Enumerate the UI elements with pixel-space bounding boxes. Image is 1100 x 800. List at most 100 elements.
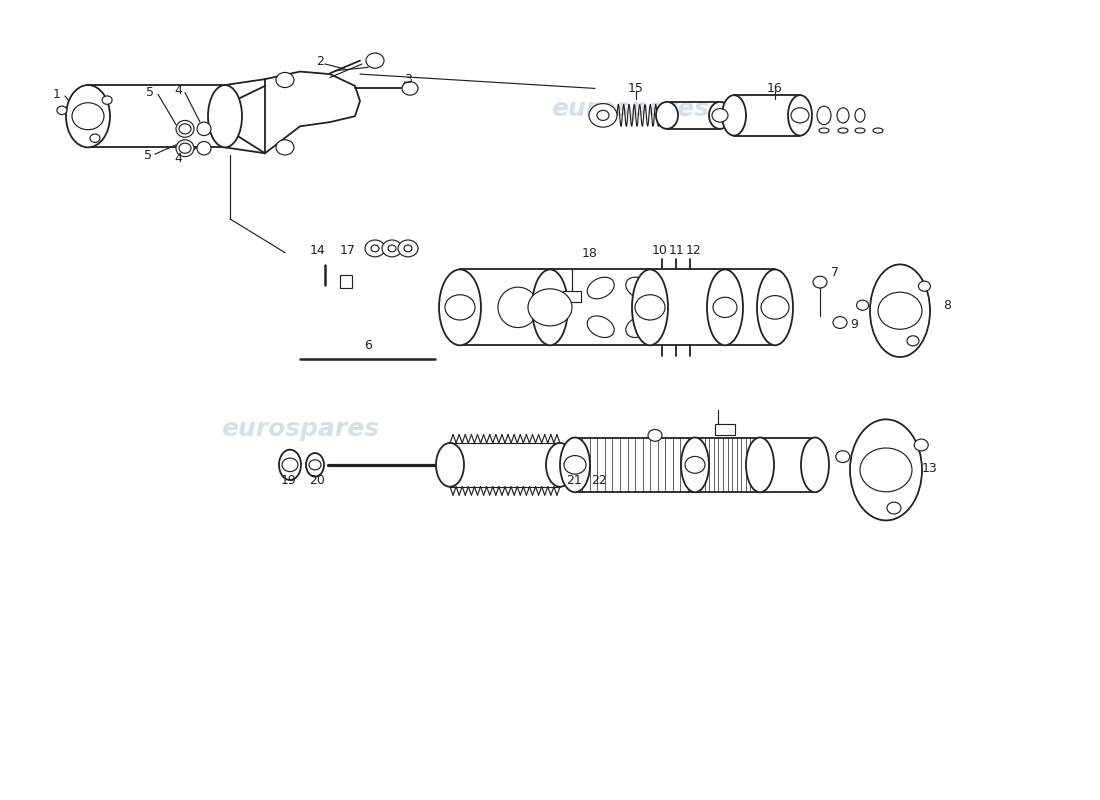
Text: 6: 6	[364, 338, 372, 352]
Ellipse shape	[710, 102, 732, 129]
Ellipse shape	[656, 102, 678, 129]
Text: 12: 12	[686, 244, 702, 257]
Circle shape	[404, 245, 412, 252]
Circle shape	[57, 106, 67, 114]
Circle shape	[382, 240, 402, 257]
Text: 2: 2	[316, 55, 323, 68]
Ellipse shape	[788, 95, 812, 135]
Ellipse shape	[208, 85, 242, 147]
Circle shape	[597, 110, 609, 121]
Circle shape	[648, 430, 662, 442]
Ellipse shape	[197, 122, 211, 135]
Circle shape	[528, 289, 572, 326]
Text: 21: 21	[566, 474, 582, 486]
Circle shape	[179, 124, 191, 134]
Ellipse shape	[837, 108, 849, 123]
Ellipse shape	[197, 142, 211, 155]
Ellipse shape	[707, 270, 743, 346]
Ellipse shape	[546, 443, 574, 486]
Ellipse shape	[626, 316, 652, 338]
Text: 3: 3	[404, 73, 411, 86]
Circle shape	[366, 53, 384, 68]
Text: 4: 4	[174, 152, 182, 165]
Circle shape	[685, 457, 705, 474]
Circle shape	[836, 450, 850, 462]
Ellipse shape	[306, 453, 324, 477]
Ellipse shape	[279, 450, 301, 480]
Circle shape	[713, 298, 737, 318]
Text: 10: 10	[652, 244, 668, 257]
Bar	[715, 423, 735, 435]
Ellipse shape	[873, 128, 883, 133]
Ellipse shape	[855, 128, 865, 133]
Circle shape	[564, 455, 586, 474]
Circle shape	[914, 439, 928, 451]
Circle shape	[398, 240, 418, 257]
Text: 7: 7	[830, 266, 839, 278]
Ellipse shape	[870, 265, 930, 357]
Circle shape	[309, 460, 321, 470]
Ellipse shape	[439, 270, 481, 346]
Ellipse shape	[817, 106, 830, 125]
Ellipse shape	[850, 419, 922, 521]
Text: 13: 13	[922, 462, 938, 474]
Ellipse shape	[757, 270, 793, 346]
Text: eurospares: eurospares	[221, 418, 380, 442]
Circle shape	[276, 140, 294, 155]
Ellipse shape	[66, 85, 110, 147]
Ellipse shape	[176, 121, 194, 138]
Ellipse shape	[587, 278, 614, 298]
Circle shape	[402, 82, 418, 95]
Circle shape	[791, 108, 808, 123]
Ellipse shape	[626, 278, 652, 298]
Ellipse shape	[681, 438, 710, 492]
Text: 20: 20	[309, 474, 324, 486]
Text: 22: 22	[591, 474, 607, 486]
Circle shape	[179, 143, 191, 154]
Circle shape	[365, 240, 385, 257]
Ellipse shape	[632, 270, 668, 346]
Circle shape	[102, 96, 112, 104]
Text: eurospares: eurospares	[551, 98, 710, 122]
Text: 9: 9	[850, 318, 858, 330]
Ellipse shape	[532, 270, 568, 346]
Circle shape	[72, 102, 104, 130]
Ellipse shape	[436, 443, 464, 486]
Circle shape	[860, 448, 912, 492]
Circle shape	[878, 292, 922, 330]
Text: 17: 17	[340, 245, 356, 258]
Bar	[563, 290, 581, 302]
Text: 8: 8	[943, 299, 951, 312]
Ellipse shape	[820, 128, 829, 133]
Circle shape	[588, 103, 617, 127]
Text: 11: 11	[669, 244, 685, 257]
Circle shape	[908, 336, 918, 346]
Text: 16: 16	[767, 82, 783, 95]
Circle shape	[761, 295, 789, 319]
Text: 18: 18	[582, 247, 598, 260]
Circle shape	[388, 245, 396, 252]
Bar	[340, 274, 352, 288]
Circle shape	[282, 458, 298, 471]
Text: 5: 5	[146, 86, 154, 99]
Circle shape	[833, 317, 847, 329]
Ellipse shape	[176, 140, 194, 157]
Circle shape	[887, 502, 901, 514]
Circle shape	[813, 276, 827, 288]
Ellipse shape	[746, 438, 774, 492]
Circle shape	[635, 294, 666, 320]
Circle shape	[371, 245, 380, 252]
Text: 19: 19	[282, 474, 297, 486]
Ellipse shape	[838, 128, 848, 133]
Circle shape	[90, 134, 100, 142]
Text: 4: 4	[174, 84, 182, 97]
Text: 5: 5	[144, 150, 152, 162]
Circle shape	[276, 73, 294, 87]
Ellipse shape	[560, 438, 590, 492]
Text: 1: 1	[53, 88, 60, 101]
Circle shape	[712, 109, 728, 122]
Ellipse shape	[855, 109, 865, 122]
Ellipse shape	[722, 95, 746, 135]
Circle shape	[918, 281, 931, 291]
Ellipse shape	[587, 316, 614, 338]
